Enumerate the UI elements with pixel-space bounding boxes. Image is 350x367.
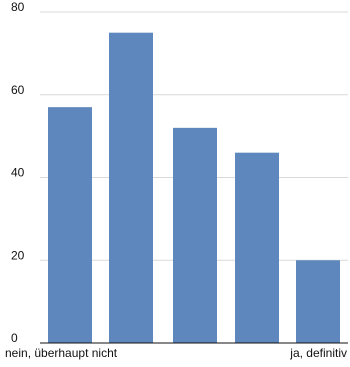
bar-3	[173, 127, 217, 343]
x-category-label: ja, definitiv	[289, 346, 347, 360]
x-category-label: nein, überhaupt nicht	[5, 346, 118, 360]
y-tick-label: 0	[11, 331, 18, 345]
bar-1	[48, 107, 92, 343]
y-tick-label: 20	[11, 248, 25, 262]
bar-5	[296, 260, 340, 343]
y-tick-label: 60	[11, 83, 25, 97]
bar-4	[235, 152, 279, 343]
y-axis-tick-labels: 0 20 40 60 80	[11, 0, 25, 345]
y-tick-label: 80	[11, 0, 25, 14]
y-tick-label: 40	[11, 166, 25, 180]
bar-2	[109, 32, 153, 343]
x-axis-category-labels: nein, überhaupt nicht ja, definitiv	[5, 346, 347, 360]
bars	[48, 32, 340, 343]
